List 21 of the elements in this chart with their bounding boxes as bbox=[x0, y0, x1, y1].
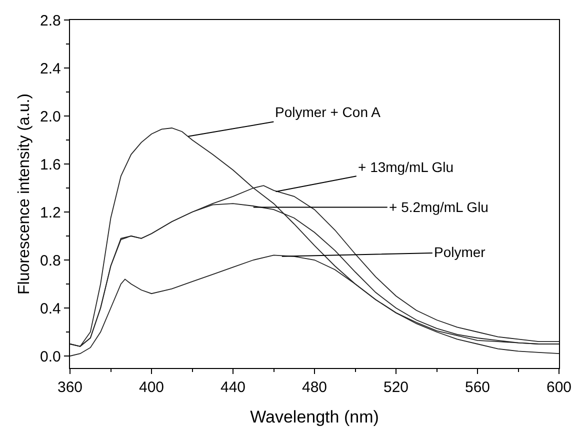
y-tick-label: 0.0 bbox=[40, 348, 61, 366]
y-tick-label: 1.2 bbox=[40, 204, 61, 222]
y-tick-label: 2.8 bbox=[40, 12, 61, 30]
y-tick-label: 0.4 bbox=[40, 300, 61, 318]
x-tick-label: 560 bbox=[464, 379, 490, 396]
x-tick-label: 400 bbox=[138, 379, 164, 396]
y-axis-title: Fluorescence intensity (a.u.) bbox=[16, 94, 33, 294]
x-tick-label: 440 bbox=[220, 379, 246, 396]
y-tick-label: 0.8 bbox=[40, 252, 61, 270]
x-axis-title: Wavelength (nm) bbox=[250, 408, 379, 426]
annotation: + 13mg/mL Glu bbox=[358, 159, 454, 175]
x-tick-label: 520 bbox=[383, 379, 409, 396]
annotation: + 5.2mg/mL Glu bbox=[389, 199, 488, 215]
annotation: Polymer bbox=[434, 244, 486, 260]
x-tick-label: 600 bbox=[546, 379, 572, 396]
x-tick-label: 360 bbox=[57, 379, 83, 396]
annotation: Polymer + Con A bbox=[275, 104, 382, 120]
y-tick-label: 2.0 bbox=[40, 108, 61, 126]
x-tick-label: 480 bbox=[302, 379, 328, 396]
y-tick-label: 1.6 bbox=[40, 156, 61, 174]
y-tick-label: 2.4 bbox=[40, 60, 61, 78]
